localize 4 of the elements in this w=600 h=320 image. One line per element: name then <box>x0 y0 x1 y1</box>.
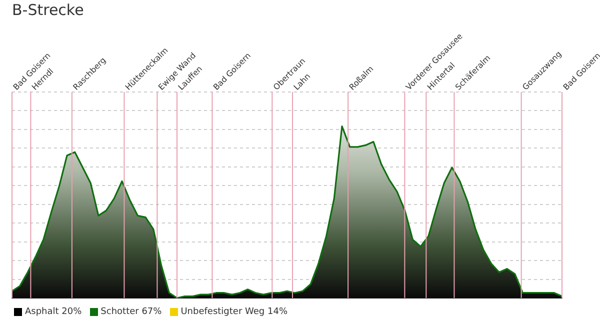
text: Unbefestigter Weg 14% <box>180 307 288 317</box>
text: Schotter 67% <box>100 307 162 317</box>
text: Asphalt 20% <box>25 307 82 317</box>
chart-title: B-Strecke <box>12 0 84 19</box>
